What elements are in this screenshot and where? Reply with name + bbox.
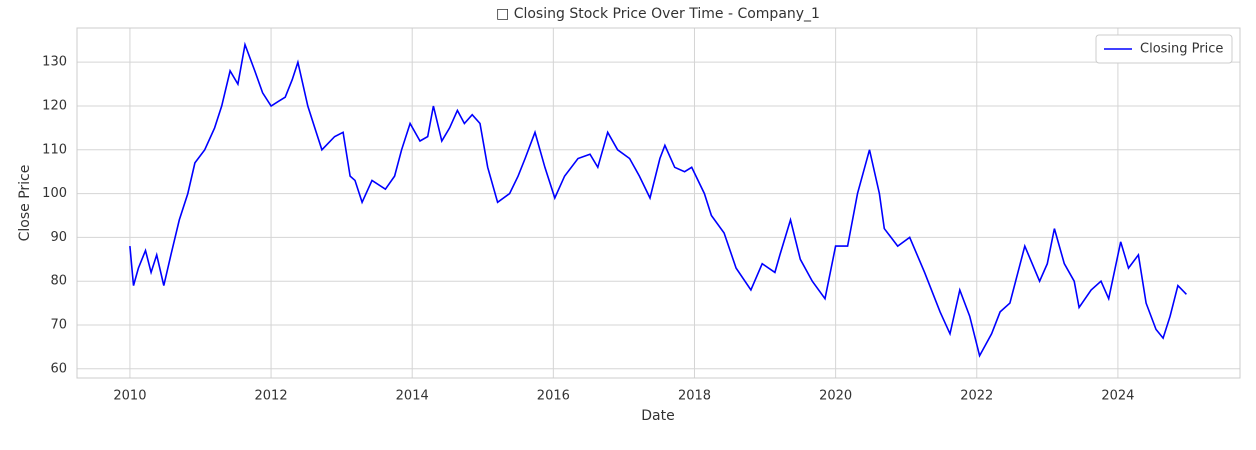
x-tick-label: 2022 [960,389,993,404]
x-axis-label: Date [641,408,674,424]
y-tick-label: 60 [50,361,67,376]
x-tick-label: 2020 [819,389,852,404]
plot-frame [76,27,1241,379]
y-tick-label: 130 [42,55,67,70]
x-tick-label: 2012 [255,389,288,404]
line-series [129,41,1187,358]
x-tick-label: 2014 [396,389,429,404]
x-tick-label: 2016 [537,389,570,404]
y-tick-label: 70 [50,317,67,332]
y-tick-label: 110 [42,142,67,157]
y-tick-label: 100 [42,186,67,201]
chart-title: □ Closing Stock Price Over Time - Compan… [496,6,820,22]
x-tick-label: 2010 [113,389,146,404]
y-tick-label: 80 [50,274,67,289]
x-tick-label: 2018 [678,389,711,404]
legend-box [1095,34,1233,64]
legend-label: Closing Price [1140,42,1223,57]
y-axis-label: Close Price [17,165,33,242]
y-tick-label: 90 [50,230,67,245]
y-tick-label: 120 [42,98,67,113]
x-tick-label: 2024 [1101,389,1134,404]
